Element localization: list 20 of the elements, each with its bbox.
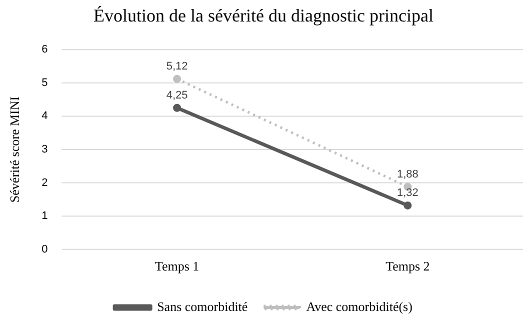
y-tick-label: 5	[42, 76, 48, 89]
legend-label: Avec comorbidité(s)	[306, 298, 412, 314]
point	[173, 104, 182, 112]
data-label: 5,12	[166, 60, 188, 72]
point	[173, 74, 182, 83]
data-label: 4,25	[166, 89, 188, 102]
y-tick-label: 6	[42, 44, 48, 56]
y-axis-title: Sévérité score MINI	[7, 96, 22, 203]
legend-label: Sans comorbidité	[157, 298, 248, 314]
y-tick-label: 2	[42, 176, 48, 189]
data-label: 1,32	[396, 186, 418, 199]
x-tick-label: Temps 1	[154, 258, 200, 274]
chart-title: Évolution de la sévérité du diagnostic principal	[94, 6, 434, 26]
x-tick-label: Temps 2	[386, 258, 430, 274]
y-tick-label: 4	[42, 110, 48, 122]
y-tick-label: 1	[42, 210, 48, 222]
point	[404, 201, 412, 210]
data-label: 1,88	[396, 168, 418, 180]
y-tick-label: 3	[42, 144, 48, 156]
y-tick-label: 0	[42, 243, 48, 256]
